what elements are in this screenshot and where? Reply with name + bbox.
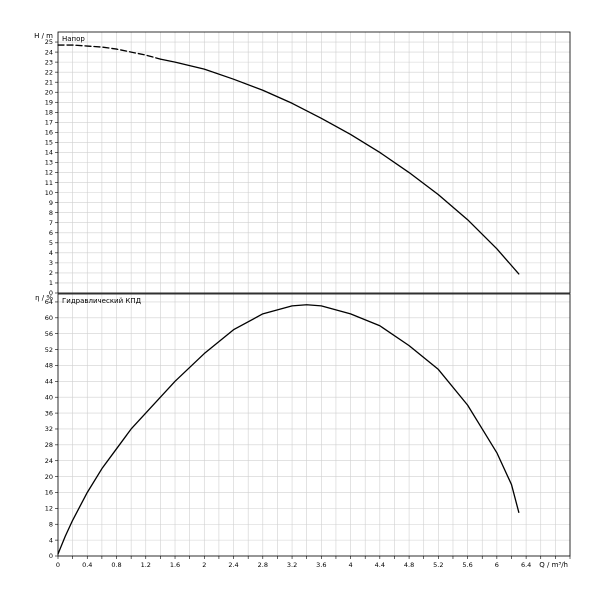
y-tick-label: 14 xyxy=(45,149,53,157)
x-tick-label: 0.8 xyxy=(111,561,121,569)
series-line-1 xyxy=(159,58,520,275)
y-tick-label: 2 xyxy=(49,269,53,277)
y-tick-label: 16 xyxy=(45,489,53,497)
y-tick-label: 0 xyxy=(49,552,53,560)
y-tick-label: 64 xyxy=(45,298,53,306)
y-tick-label: 3 xyxy=(49,259,53,267)
y-tick-label: 1 xyxy=(49,279,53,287)
panel-title: Гидравлический КПД xyxy=(62,297,142,305)
x-tick-label: 0 xyxy=(56,561,60,569)
x-tick-label: 3.2 xyxy=(287,561,297,569)
y-tick-label: 10 xyxy=(45,189,53,197)
y-tick-label: 23 xyxy=(45,58,53,66)
y-tick-label: 56 xyxy=(45,330,53,338)
y-tick-label: 11 xyxy=(45,179,53,187)
x-tick-label: 1.2 xyxy=(141,561,151,569)
x-tick-label: 6 xyxy=(495,561,499,569)
y-tick-label: 52 xyxy=(45,346,53,354)
y-tick-label: 8 xyxy=(49,520,53,528)
x-tick-label: 2.8 xyxy=(258,561,268,569)
y-tick-label: 15 xyxy=(45,139,53,147)
y-tick-label: 19 xyxy=(45,98,53,106)
x-tick-label: 2.4 xyxy=(228,561,238,569)
y-axis-label: H / m xyxy=(34,32,53,40)
y-tick-label: 22 xyxy=(45,68,53,76)
x-tick-label: 5.6 xyxy=(462,561,472,569)
x-tick-label: 0.4 xyxy=(82,561,92,569)
x-tick-label: 5.2 xyxy=(433,561,443,569)
y-tick-label: 8 xyxy=(49,209,53,217)
y-tick-label: 9 xyxy=(49,199,53,207)
x-tick-label: 1.6 xyxy=(170,561,180,569)
x-tick-label: 4 xyxy=(349,561,353,569)
x-tick-label: 4.4 xyxy=(375,561,385,569)
y-tick-label: 21 xyxy=(45,78,53,86)
y-tick-label: 44 xyxy=(45,378,53,386)
y-tick-label: 20 xyxy=(45,88,53,96)
y-tick-label: 25 xyxy=(45,38,53,46)
y-tick-label: 20 xyxy=(45,473,53,481)
x-tick-label: 6.4 xyxy=(521,561,531,569)
x-tick-label: 3.6 xyxy=(316,561,326,569)
y-tick-label: 24 xyxy=(45,48,53,56)
y-tick-label: 0 xyxy=(49,289,53,297)
head-panel: 0123456789101112131415161718192021222324… xyxy=(34,31,571,297)
y-tick-label: 24 xyxy=(45,457,53,465)
y-tick-label: 4 xyxy=(49,536,53,544)
y-tick-label: 36 xyxy=(45,409,53,417)
y-tick-label: 40 xyxy=(45,393,53,401)
series-line-0 xyxy=(57,44,162,60)
y-tick-label: 13 xyxy=(45,159,53,167)
y-tick-label: 5 xyxy=(49,239,53,247)
x-tick-label: 4.8 xyxy=(404,561,414,569)
plot-frame xyxy=(57,293,571,557)
y-tick-label: 60 xyxy=(45,314,53,322)
x-axis-label: Q / m³/h xyxy=(539,561,568,569)
y-tick-label: 6 xyxy=(49,229,53,237)
y-tick-label: 4 xyxy=(49,249,53,257)
panel-title: Напор xyxy=(62,35,85,43)
y-tick-label: 18 xyxy=(45,109,53,117)
y-tick-label: 7 xyxy=(49,219,53,227)
y-tick-label: 48 xyxy=(45,362,53,370)
y-tick-label: 12 xyxy=(45,169,53,177)
x-tick-label: 2 xyxy=(202,561,206,569)
y-tick-label: 28 xyxy=(45,441,53,449)
y-tick-label: 17 xyxy=(45,119,53,127)
series-line-0 xyxy=(57,304,520,555)
y-tick-label: 12 xyxy=(45,505,53,513)
y-tick-label: 32 xyxy=(45,425,53,433)
y-axis-label: η / % xyxy=(35,294,53,302)
y-tick-label: 16 xyxy=(45,129,53,137)
